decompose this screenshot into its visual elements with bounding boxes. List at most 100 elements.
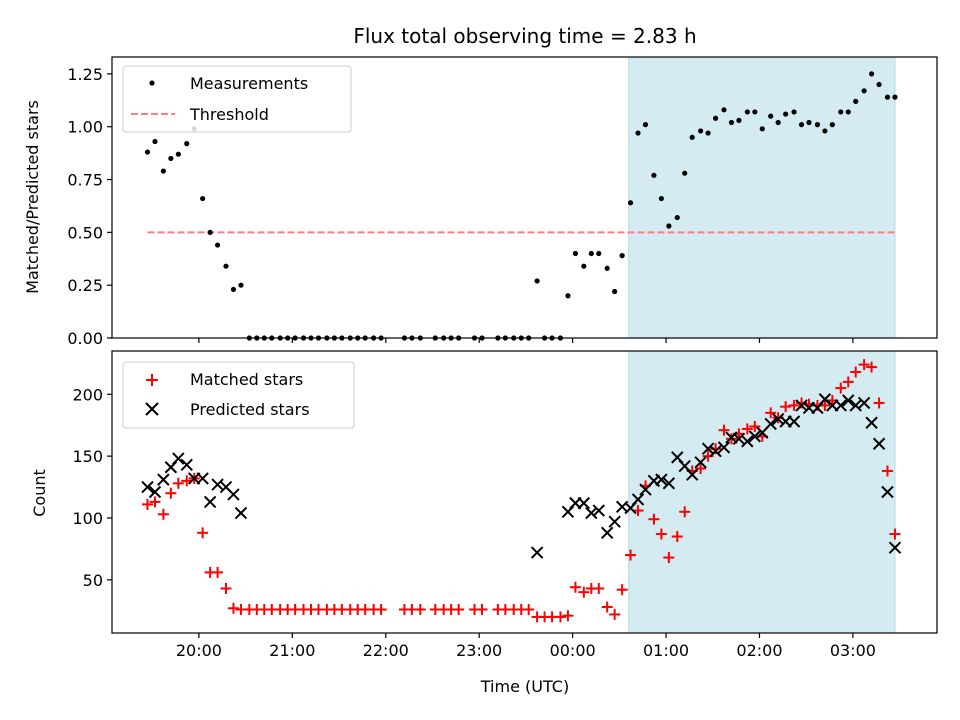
matched-star-point	[780, 401, 792, 413]
matched-star-point	[625, 549, 637, 561]
measurement-point	[175, 151, 181, 157]
bottom-y-axis-label: Count	[30, 469, 49, 517]
xtick-label: 21:00	[269, 641, 315, 660]
top-ytick-label: 0.00	[67, 329, 103, 348]
xtick-label: 23:00	[456, 641, 502, 660]
matched-star-point	[554, 611, 566, 623]
matched-star-point	[157, 508, 169, 520]
measurement-point	[627, 200, 634, 206]
matched-star-point	[741, 423, 753, 435]
matched-star-point	[414, 604, 426, 615]
top-panel-frame	[111, 56, 938, 339]
measurement-point	[207, 229, 213, 235]
measurement-point	[223, 263, 229, 269]
matched-star-point	[858, 359, 870, 371]
measurement-point	[712, 115, 719, 121]
legend-measurements-label: Measurements	[190, 74, 308, 93]
matched-star-point	[476, 604, 488, 615]
matched-star-point	[616, 584, 628, 596]
measurement-point	[658, 195, 664, 202]
matched-star-point	[648, 513, 660, 525]
measurement-point	[674, 214, 680, 221]
matched-star-point	[569, 581, 581, 593]
bottom-ytick-label: 150	[72, 447, 103, 466]
measurement-point	[184, 141, 190, 147]
predicted-star-point	[795, 399, 808, 412]
matched-star-point	[609, 608, 621, 620]
top-legend-box	[122, 65, 352, 133]
predicted-star-point	[234, 506, 248, 520]
predicted-star-point	[771, 412, 785, 426]
predicted-star-point	[686, 468, 699, 481]
predicted-star-point	[196, 472, 209, 485]
measurement-point	[238, 282, 244, 288]
predicted-star-point	[227, 488, 240, 501]
predicted-star-point	[834, 399, 847, 412]
predicted-star-point	[585, 506, 598, 520]
matched-star-point	[562, 610, 574, 622]
matched-star-point	[671, 531, 683, 543]
top-panel-ticks: 0.00 0.25 0.50 0.75 1.00 1.25	[67, 65, 854, 348]
predicted-star-point	[608, 515, 621, 528]
matched-star-point	[765, 407, 777, 419]
legend-matched-label: Matched stars	[190, 370, 303, 389]
measurement-point	[791, 109, 797, 115]
measurement-point	[759, 126, 765, 132]
legend-matched-marker	[146, 374, 158, 386]
measurement-point	[635, 130, 641, 136]
matched-star-point	[850, 366, 862, 378]
measurement-point	[698, 128, 704, 134]
measurement-point	[642, 122, 649, 128]
measurement-point	[168, 155, 174, 162]
measurement-point	[214, 242, 221, 248]
bottom-panel-frame	[111, 350, 938, 634]
chart-title: Flux total observing time = 2.83 h	[353, 24, 696, 48]
matched-star-point	[165, 487, 177, 499]
predicted-star-point	[842, 394, 855, 407]
top-ytick-label: 1.00	[67, 118, 103, 137]
matched-star-point	[873, 397, 885, 409]
measurement-point	[814, 122, 821, 128]
predicted-star-point	[592, 504, 605, 517]
predicted-star-point	[172, 452, 185, 465]
matched-star-point	[142, 498, 154, 510]
predicted-star-point	[857, 396, 871, 410]
predicted-star-point	[157, 473, 170, 486]
top-ytick-label: 0.75	[67, 171, 103, 190]
measurement-point	[144, 149, 151, 155]
xtick-label: 22:00	[363, 641, 409, 660]
measurement-point	[829, 122, 835, 128]
matched-star-point	[718, 424, 730, 436]
predicted-star-point	[741, 435, 754, 448]
legend-predicted-marker	[145, 402, 159, 416]
matched-star-point	[866, 361, 878, 373]
predicted-star-point	[662, 477, 676, 490]
matched-star-point	[172, 477, 184, 489]
bottom-panel-marks	[141, 359, 902, 623]
measurement-point	[689, 134, 695, 140]
measurement-point	[581, 263, 587, 269]
matched-star-point	[663, 552, 675, 564]
measurement-point	[572, 250, 579, 257]
x-axis-label: Time (UTC)	[480, 677, 569, 696]
measurement-point	[838, 109, 844, 115]
measurement-point	[612, 288, 618, 295]
predicted-star-point	[764, 417, 777, 431]
matched-star-point	[788, 399, 800, 411]
top-panel: Flux total observing time = 2.83 h 0.00 0…	[23, 24, 938, 348]
predicted-star-point	[865, 416, 878, 429]
measurement-point	[884, 94, 891, 100]
measurement-point	[666, 223, 672, 229]
measurement-point	[744, 109, 750, 115]
measurement-point	[822, 128, 828, 134]
measurement-point	[721, 107, 727, 113]
predicted-star-point	[203, 495, 217, 509]
matched-star-point	[523, 604, 535, 615]
measurement-point	[596, 250, 602, 257]
measurement-point	[736, 117, 742, 123]
measurement-point	[200, 195, 206, 202]
matched-star-point	[842, 376, 854, 388]
top-ytick-label: 1.25	[67, 65, 103, 84]
top-legend: Measurements Threshold	[122, 65, 352, 133]
